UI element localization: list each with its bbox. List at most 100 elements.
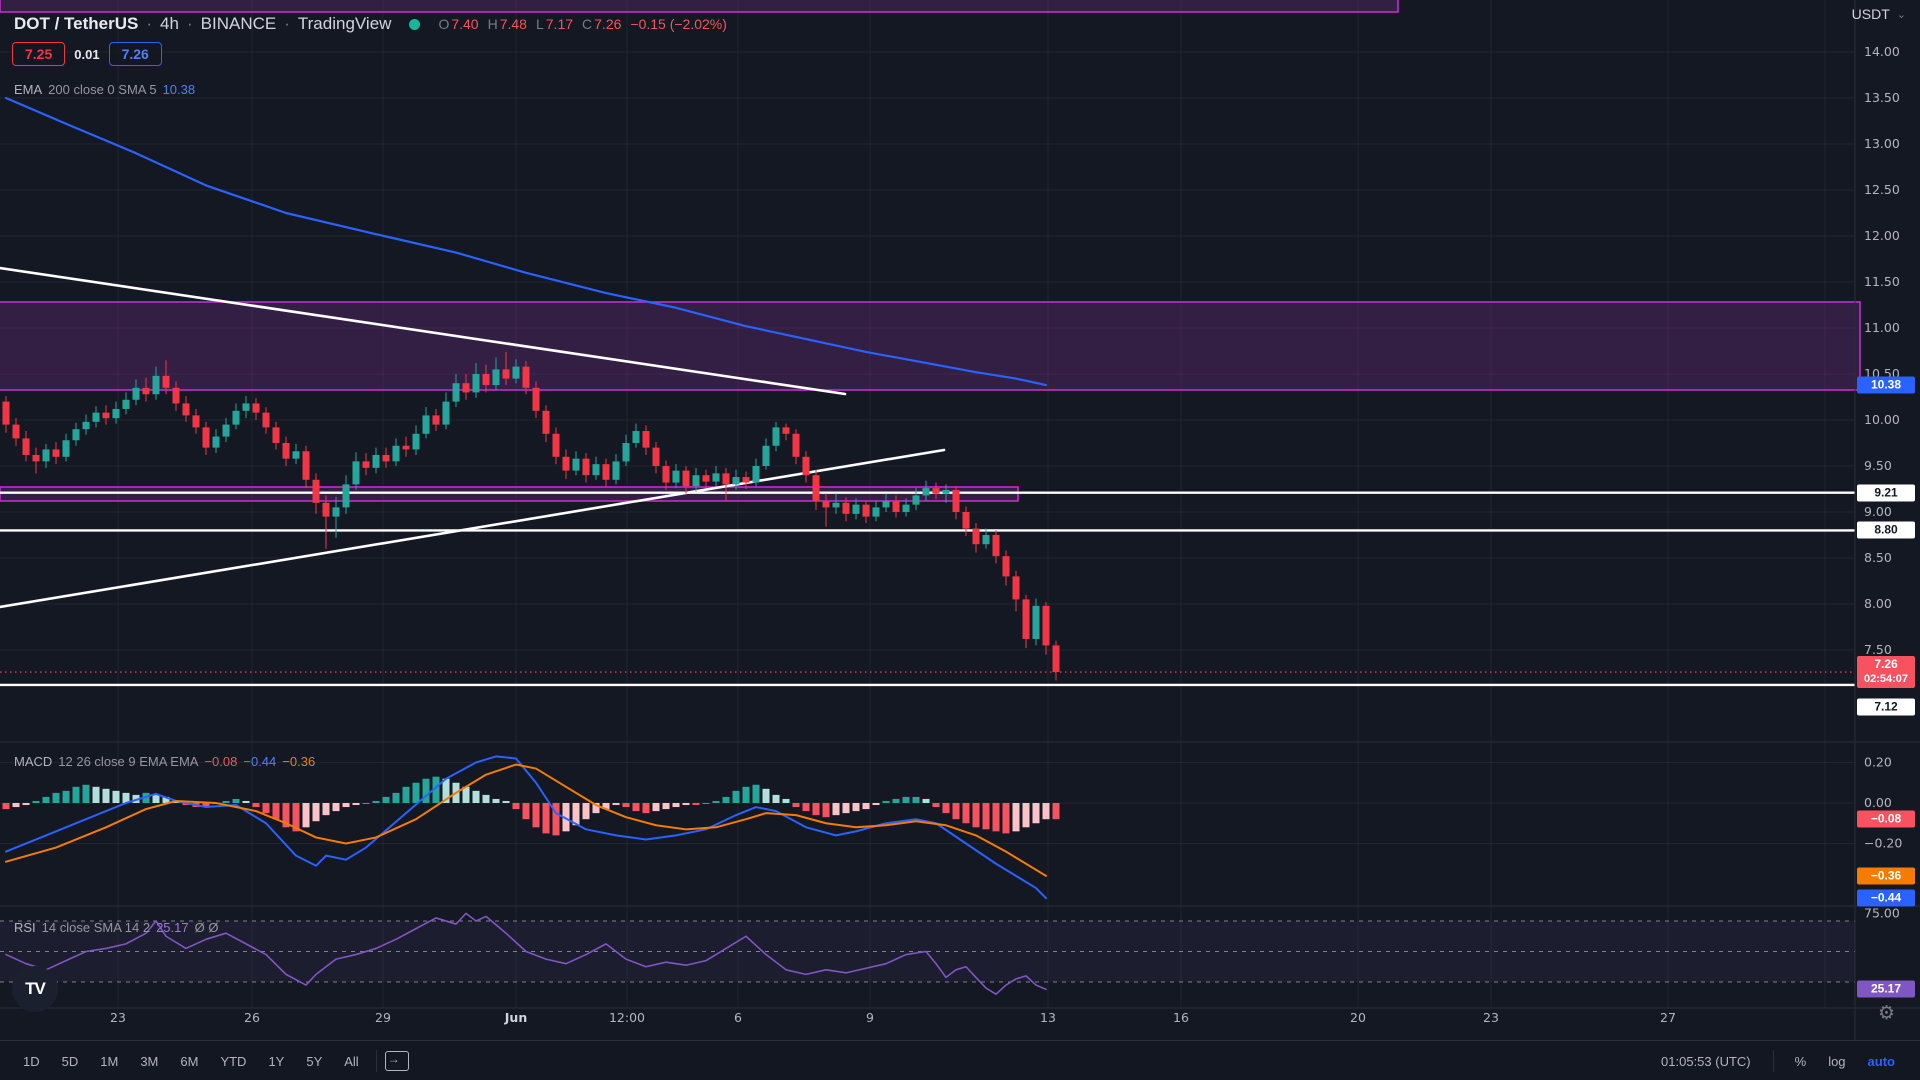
time-axis-label: Jun (504, 1010, 527, 1025)
separator-dot: · (146, 14, 153, 33)
currency-label: USDT (1851, 6, 1890, 22)
axis-tick: 11.00 (1864, 320, 1900, 335)
rsi-value: 25.17 (156, 920, 189, 935)
tv-logo-glyph: TV (25, 979, 46, 998)
range-button-1y[interactable]: 1Y (268, 1053, 285, 1069)
macd-title: MACD (14, 754, 53, 769)
separator-dot: · (186, 14, 193, 33)
macd-signal-value: −0.36 (282, 754, 316, 769)
change-value: −0.15 (−2.02%) (630, 16, 727, 32)
macd-hist-value: −0.08 (204, 754, 238, 769)
range-button-all[interactable]: All (344, 1053, 359, 1069)
axis-price-label[interactable]: 8.80 (1857, 521, 1915, 539)
symbol-name[interactable]: DOT / TetherUS (14, 14, 139, 33)
spread-value: 0.01 (74, 46, 100, 62)
axis-tick: 0.00 (1864, 795, 1892, 810)
axis-price-label[interactable]: −0.44 (1857, 889, 1915, 907)
percent-scale-button[interactable]: % (1794, 1053, 1807, 1069)
axis-price-label[interactable]: 25.17 (1857, 980, 1915, 998)
macd-line-value: −0.44 (243, 754, 277, 769)
axis-tick: 75.00 (1864, 905, 1900, 920)
axis-tick: 9.50 (1864, 458, 1892, 473)
time-axis-label: 13 (1040, 1010, 1056, 1025)
axis-price-label[interactable]: 7.12 (1857, 698, 1915, 716)
range-button-ytd[interactable]: YTD (220, 1053, 247, 1069)
axis-price-label[interactable]: 10.38 (1857, 376, 1915, 394)
tradingview-logo[interactable]: TV (12, 966, 58, 1012)
axis-tick: 14.00 (1864, 44, 1900, 59)
log-scale-button[interactable]: log (1828, 1053, 1846, 1069)
bid-ask-row: 7.25 0.01 7.26 (12, 42, 162, 66)
clock-utc[interactable]: 01:05:53 (UTC) (1661, 1053, 1751, 1069)
time-axis-label: 26 (244, 1010, 260, 1025)
ohlc-readout: O 7.40 H 7.48 L 7.17 C 7.26 −0.15 (−2.02%) (438, 16, 727, 32)
range-button-1d[interactable]: 1D (23, 1053, 40, 1069)
separator-dot: · (284, 14, 290, 33)
range-button-3m[interactable]: 3M (140, 1053, 159, 1069)
time-axis-label: 16 (1173, 1010, 1189, 1025)
range-button-5d[interactable]: 5D (61, 1053, 79, 1069)
exchange-label[interactable]: BINANCE (200, 14, 277, 33)
axis-price-label[interactable]: −0.36 (1857, 867, 1915, 885)
currency-selector[interactable]: USDT ⌄ (1852, 6, 1906, 22)
countdown-timer: 02:54:07 (1863, 673, 1909, 686)
axis-price-label[interactable]: 9.21 (1857, 484, 1915, 502)
rsi-legend[interactable]: RSI 14 close SMA 14 2 25.17 Ø Ø (14, 920, 218, 935)
axis-tick: 11.50 (1864, 274, 1900, 289)
time-axis-label: 9 (866, 1010, 874, 1025)
auto-scale-button[interactable]: auto (1867, 1053, 1895, 1069)
axis-tick: 13.50 (1864, 90, 1900, 105)
rsi-ma-values: Ø Ø (194, 920, 219, 935)
rsi-title: RSI (14, 920, 36, 935)
time-axis-label: 23 (110, 1010, 126, 1025)
macd-legend[interactable]: MACD 12 26 close 9 EMA EMA −0.08 −0.44 −… (14, 754, 315, 769)
axis-tick: 8.00 (1864, 596, 1892, 611)
axis-tick: 12.50 (1864, 182, 1900, 197)
time-axis-label: 23 (1483, 1010, 1499, 1025)
platform-label: TradingView (297, 14, 392, 33)
date-range-buttons: 1D 5D 1M 3M 6M YTD 1Y 5Y All (0, 1050, 368, 1073)
symbol-header: DOT / TetherUS · 4h · BINANCE · TradingV… (14, 14, 727, 34)
connection-status-icon[interactable] (409, 18, 421, 30)
axis-tick: 10.00 (1864, 412, 1900, 427)
open-value: 7.40 (451, 16, 479, 32)
axis-tick: 13.00 (1864, 136, 1900, 151)
axis-tick: −0.20 (1864, 836, 1902, 851)
low-value: 7.17 (545, 16, 574, 32)
buy-button[interactable]: 7.26 (108, 42, 162, 66)
ema-title: EMA (14, 82, 43, 97)
toolbar-divider (375, 1050, 377, 1072)
time-axis-label: 27 (1660, 1010, 1676, 1025)
axis-tick: 8.50 (1864, 550, 1892, 565)
time-axis-label: 29 (375, 1010, 391, 1025)
time-axis-label: 6 (734, 1010, 742, 1025)
axis-tick: 7.50 (1864, 642, 1892, 657)
ema-legend[interactable]: EMA 200 close 0 SMA 5 10.38 (14, 82, 195, 97)
range-button-6m[interactable]: 6M (180, 1053, 199, 1069)
sell-button[interactable]: 7.25 (12, 42, 66, 66)
macd-params: 12 26 close 9 EMA EMA (58, 754, 199, 769)
ema-params: 200 close 0 SMA 5 (48, 82, 157, 97)
bottom-toolbar: 1D 5D 1M 3M 6M YTD 1Y 5Y All 01:05:53 (UTC) % lo… (0, 1040, 1920, 1080)
range-button-1m[interactable]: 1M (100, 1053, 119, 1069)
price-scale-settings-gear-icon[interactable]: ⚙ (1878, 1003, 1896, 1024)
go-to-date-icon[interactable] (384, 1051, 409, 1071)
time-axis-label: 20 (1350, 1010, 1366, 1025)
range-button-5y[interactable]: 5Y (306, 1053, 323, 1069)
axis-tick: 0.20 (1864, 755, 1892, 770)
time-axis-label: 12:00 (609, 1010, 645, 1025)
interval-button[interactable]: 4h (160, 14, 179, 33)
ema-value: 10.38 (162, 82, 196, 97)
axis-tick: 9.00 (1864, 504, 1892, 519)
toolbar-right: 01:05:53 (UTC) % log auto (1651, 1050, 1920, 1073)
high-value: 7.48 (499, 16, 527, 32)
axis-price-label[interactable]: 7.26 02:54:07 (1857, 656, 1915, 689)
axis-tick: 12.00 (1864, 228, 1900, 243)
rsi-params: 14 close SMA 14 2 (41, 920, 151, 935)
toolbar-divider (1772, 1050, 1774, 1072)
close-value: 7.26 (594, 16, 622, 32)
chevron-down-icon: ⌄ (1896, 8, 1906, 21)
axis-price-label[interactable]: −0.08 (1857, 810, 1915, 828)
